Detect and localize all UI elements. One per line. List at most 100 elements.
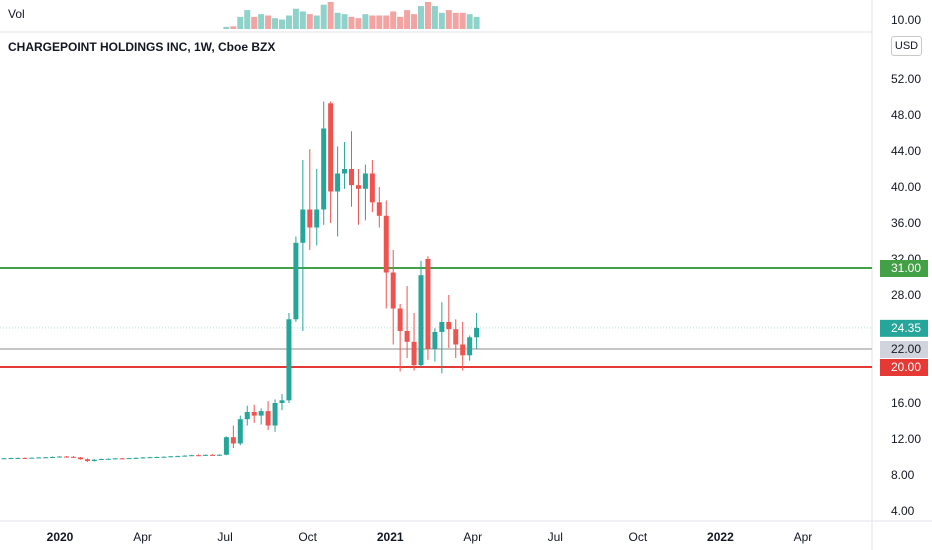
candle-up	[258, 411, 264, 416]
time-tick-label: Jul	[217, 530, 232, 544]
candle-up	[105, 458, 111, 460]
candle-up	[1, 458, 7, 460]
horizontal-lines[interactable]	[0, 267, 872, 368]
candle-down	[383, 215, 389, 273]
candle-down	[196, 455, 202, 457]
candle-up	[57, 456, 63, 458]
volume-bar	[292, 8, 299, 29]
candle-up	[43, 457, 49, 459]
time-tick-label: Apr	[794, 530, 813, 544]
candle-up	[314, 209, 320, 228]
candle-up	[182, 455, 188, 457]
volume-bar	[383, 15, 390, 29]
candle-down	[460, 344, 466, 356]
price-tick-label: 16.00	[891, 396, 921, 410]
candle-up	[418, 275, 424, 366]
candle-down	[425, 259, 431, 349]
candle-up	[189, 455, 195, 457]
candle-down	[22, 457, 28, 459]
candle-down	[349, 169, 354, 186]
volume-bar	[251, 16, 258, 29]
time-tick-label: Oct	[298, 530, 317, 544]
candle-down	[210, 454, 215, 456]
volume-bar	[473, 16, 480, 29]
candle-up	[50, 457, 56, 458]
price-tick-label: 48.00	[891, 108, 921, 122]
candle-up	[286, 319, 292, 401]
time-tick-label: 2021	[377, 530, 404, 544]
time-axis[interactable]: 2020 Apr Jul Oct 2021 Apr Jul Oct 2022 Apr	[47, 530, 813, 544]
candle-up	[439, 322, 445, 332]
candles	[1, 101, 480, 462]
candle-up	[432, 331, 438, 349]
volume-bar	[279, 19, 285, 29]
volume-bar	[404, 10, 411, 29]
volume-bar	[230, 26, 237, 29]
candle-up	[112, 458, 118, 460]
candle-down	[397, 308, 403, 331]
volume-bar	[390, 11, 397, 29]
candle-up	[293, 242, 299, 320]
candle-down	[404, 331, 410, 342]
candle-up	[362, 173, 368, 189]
currency-button[interactable]: USD	[891, 36, 922, 56]
candle-up	[168, 456, 174, 458]
candle-down	[119, 458, 125, 460]
volume-bar	[244, 10, 251, 29]
volume-bar	[223, 26, 230, 29]
candle-down	[64, 456, 70, 458]
volume-bar	[418, 6, 424, 30]
candle-up	[216, 454, 222, 456]
candle-up	[467, 337, 473, 356]
candle-up	[279, 400, 285, 403]
candle-up	[36, 457, 42, 459]
candle-up	[272, 403, 278, 426]
price-level-labels: 31.00 20.00 22.00 24.35	[880, 260, 928, 376]
volume-bar	[299, 11, 306, 29]
volume-bar	[348, 16, 355, 29]
volume-bar	[424, 2, 431, 29]
time-tick-label: 2022	[707, 530, 734, 544]
volume-bar	[369, 15, 376, 29]
candle-up	[154, 457, 160, 458]
candle-up	[300, 209, 306, 243]
volume-bar	[411, 14, 418, 29]
volume-bar	[334, 12, 341, 30]
volume-bar	[362, 14, 369, 29]
volume-bar	[376, 15, 383, 29]
candle-down	[355, 185, 361, 189]
price-tick-label: 8.00	[891, 468, 915, 482]
volume-bar	[341, 14, 348, 29]
candle-down	[265, 411, 271, 426]
volume-bar	[265, 15, 272, 29]
chart-title: CHARGEPOINT HOLDINGS INC, 1W, Cboe BZX	[8, 40, 275, 54]
price-tick-label: 12.00	[891, 432, 921, 446]
candle-down	[390, 272, 396, 309]
candle-up	[223, 437, 229, 455]
candle-down	[453, 329, 459, 345]
volume-bars	[223, 2, 480, 30]
candle-down	[307, 209, 313, 228]
candle-up	[474, 327, 480, 338]
time-tick-label: Jul	[548, 530, 563, 544]
candle-up	[8, 458, 14, 460]
volume-bar	[258, 14, 265, 29]
price-tick-label: 44.00	[891, 144, 921, 158]
volume-bar	[445, 10, 452, 29]
candle-up	[321, 128, 327, 210]
time-tick-label: Apr	[463, 530, 482, 544]
candle-down	[84, 459, 90, 462]
candle-up	[161, 456, 167, 458]
price-tick-label: 36.00	[891, 216, 921, 230]
volume-bar	[327, 2, 334, 29]
candle-up	[126, 458, 132, 460]
candle-up	[244, 412, 250, 420]
price-axis[interactable]: 4.008.0012.0016.0020.0024.0028.0032.0036…	[891, 72, 921, 518]
candle-down	[77, 457, 83, 460]
price-tick-label: 52.00	[891, 72, 921, 86]
volume-bar	[285, 15, 292, 29]
support-price-label: 20.00	[891, 360, 921, 374]
volume-bar	[355, 18, 362, 29]
candle-down	[230, 437, 236, 444]
